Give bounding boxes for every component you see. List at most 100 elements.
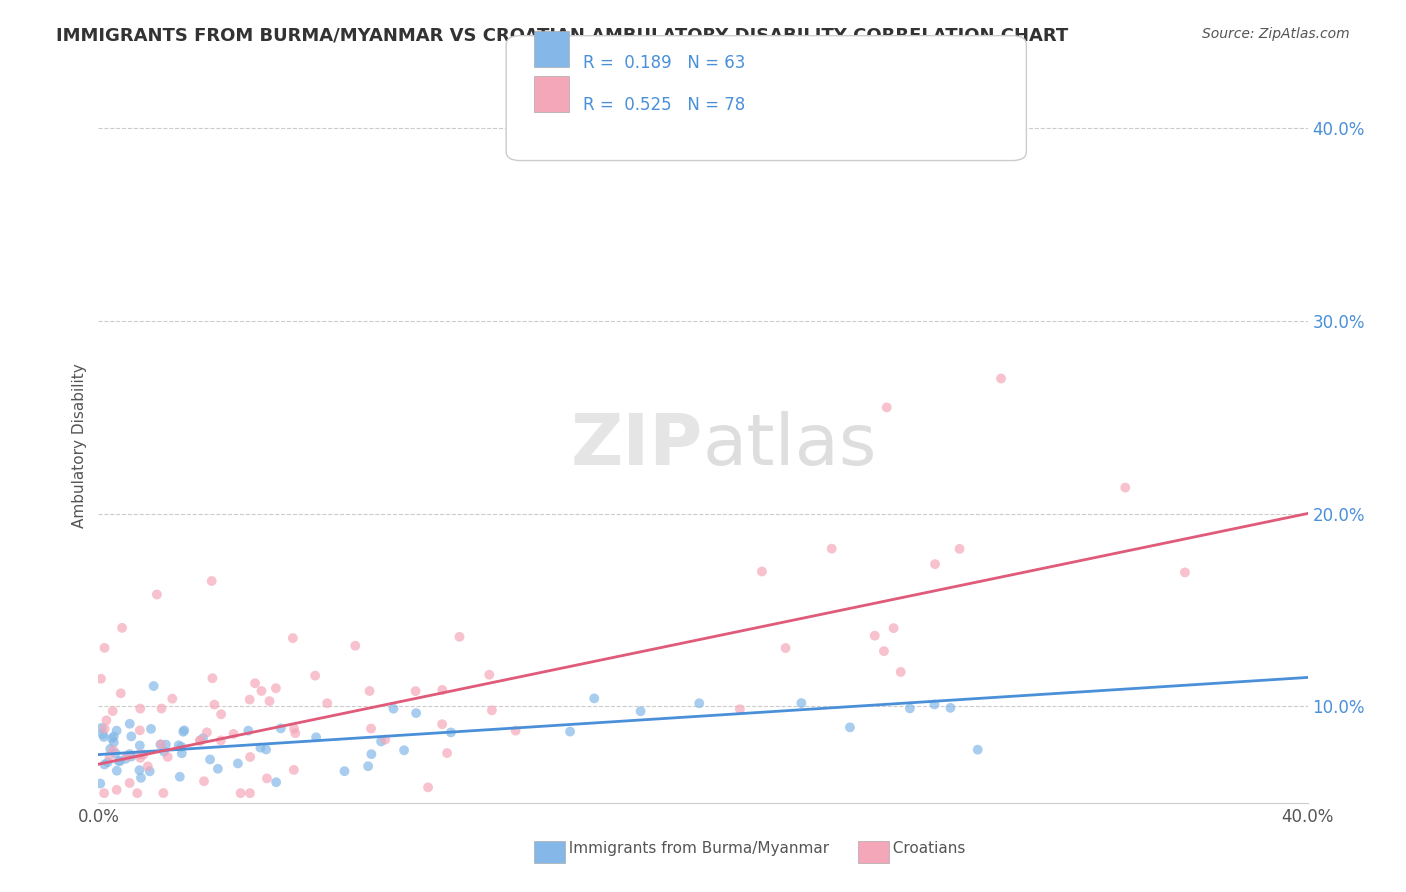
Point (270, 722, 292, 736)
Text: R =  0.189   N = 63: R = 0.189 N = 63 (583, 54, 745, 71)
Point (924, 557, 946, 571)
Point (430, 717, 453, 731)
Point (105, 782, 128, 797)
Point (239, 692, 262, 706)
Point (96, 714, 118, 728)
Point (432, 682, 454, 697)
Point (360, 747, 382, 761)
Y-axis label: Ambulatory Disability: Ambulatory Disability (72, 364, 87, 528)
Point (1174, 566, 1197, 580)
Point (103, 730, 125, 744)
Point (195, 725, 218, 739)
Point (155, 738, 177, 752)
Point (201, 574, 224, 588)
Point (146, 587, 169, 601)
Point (201, 671, 224, 685)
Point (118, 747, 141, 761)
Point (305, 731, 328, 745)
Point (478, 667, 501, 681)
Point (128, 739, 150, 753)
Point (416, 780, 439, 795)
Point (103, 735, 125, 749)
Point (93, 722, 115, 736)
Point (209, 733, 232, 747)
Point (333, 764, 356, 779)
Point (226, 756, 249, 771)
Point (382, 701, 405, 715)
Point (117, 749, 139, 764)
Point (207, 762, 229, 776)
Point (790, 696, 813, 710)
Point (284, 726, 307, 740)
Point (558, 724, 581, 739)
Point (359, 684, 381, 698)
Point (129, 751, 152, 765)
Point (316, 696, 339, 710)
Point (198, 752, 221, 766)
Point (90, 672, 112, 686)
Point (863, 629, 886, 643)
Point (939, 701, 962, 715)
Point (162, 691, 184, 706)
Point (120, 749, 142, 764)
Point (156, 750, 179, 764)
Point (405, 706, 427, 720)
Point (583, 691, 606, 706)
Point (90, 721, 112, 735)
Point (153, 745, 176, 759)
Point (948, 541, 970, 556)
Point (172, 724, 194, 739)
Point (304, 668, 326, 682)
Point (239, 786, 262, 800)
Point (104, 746, 127, 760)
Point (440, 725, 463, 739)
Point (357, 759, 380, 773)
Point (883, 621, 905, 635)
Point (254, 742, 277, 756)
Point (93, 730, 115, 744)
Point (370, 734, 392, 748)
Point (283, 763, 305, 777)
Point (283, 722, 305, 736)
Point (91, 727, 114, 741)
Point (898, 701, 921, 715)
Point (924, 698, 946, 712)
Point (150, 737, 173, 751)
Point (821, 541, 844, 556)
Point (360, 722, 382, 736)
Point (118, 776, 141, 790)
Point (250, 684, 273, 698)
Point (98, 748, 121, 763)
Text: IMMIGRANTS FROM BURMA/MYANMAR VS CROATIAN AMBULATORY DISABILITY CORRELATION CHAR: IMMIGRANTS FROM BURMA/MYANMAR VS CROATIA… (56, 27, 1069, 45)
Point (239, 750, 262, 764)
Point (188, 734, 211, 748)
Text: atlas: atlas (703, 411, 877, 481)
Point (169, 770, 191, 784)
Point (193, 774, 215, 789)
Point (101, 731, 124, 746)
Point (152, 786, 174, 800)
Point (374, 732, 396, 747)
Point (173, 723, 195, 738)
Point (249, 740, 271, 755)
Point (876, 401, 898, 415)
Point (990, 371, 1012, 385)
Point (775, 640, 797, 655)
Text: Immigrants from Burma/Myanmar: Immigrants from Burma/Myanmar (520, 841, 830, 856)
Point (688, 696, 710, 710)
Point (111, 621, 134, 635)
Point (222, 727, 245, 741)
Point (202, 698, 225, 712)
Point (1114, 481, 1136, 495)
Point (751, 565, 773, 579)
Point (128, 723, 150, 738)
Point (105, 723, 128, 738)
Point (256, 772, 278, 786)
Point (229, 786, 252, 800)
Point (392, 743, 415, 757)
Point (105, 764, 128, 778)
Point (839, 720, 862, 734)
Point (191, 731, 214, 746)
Point (89, 776, 111, 790)
Point (436, 746, 458, 760)
